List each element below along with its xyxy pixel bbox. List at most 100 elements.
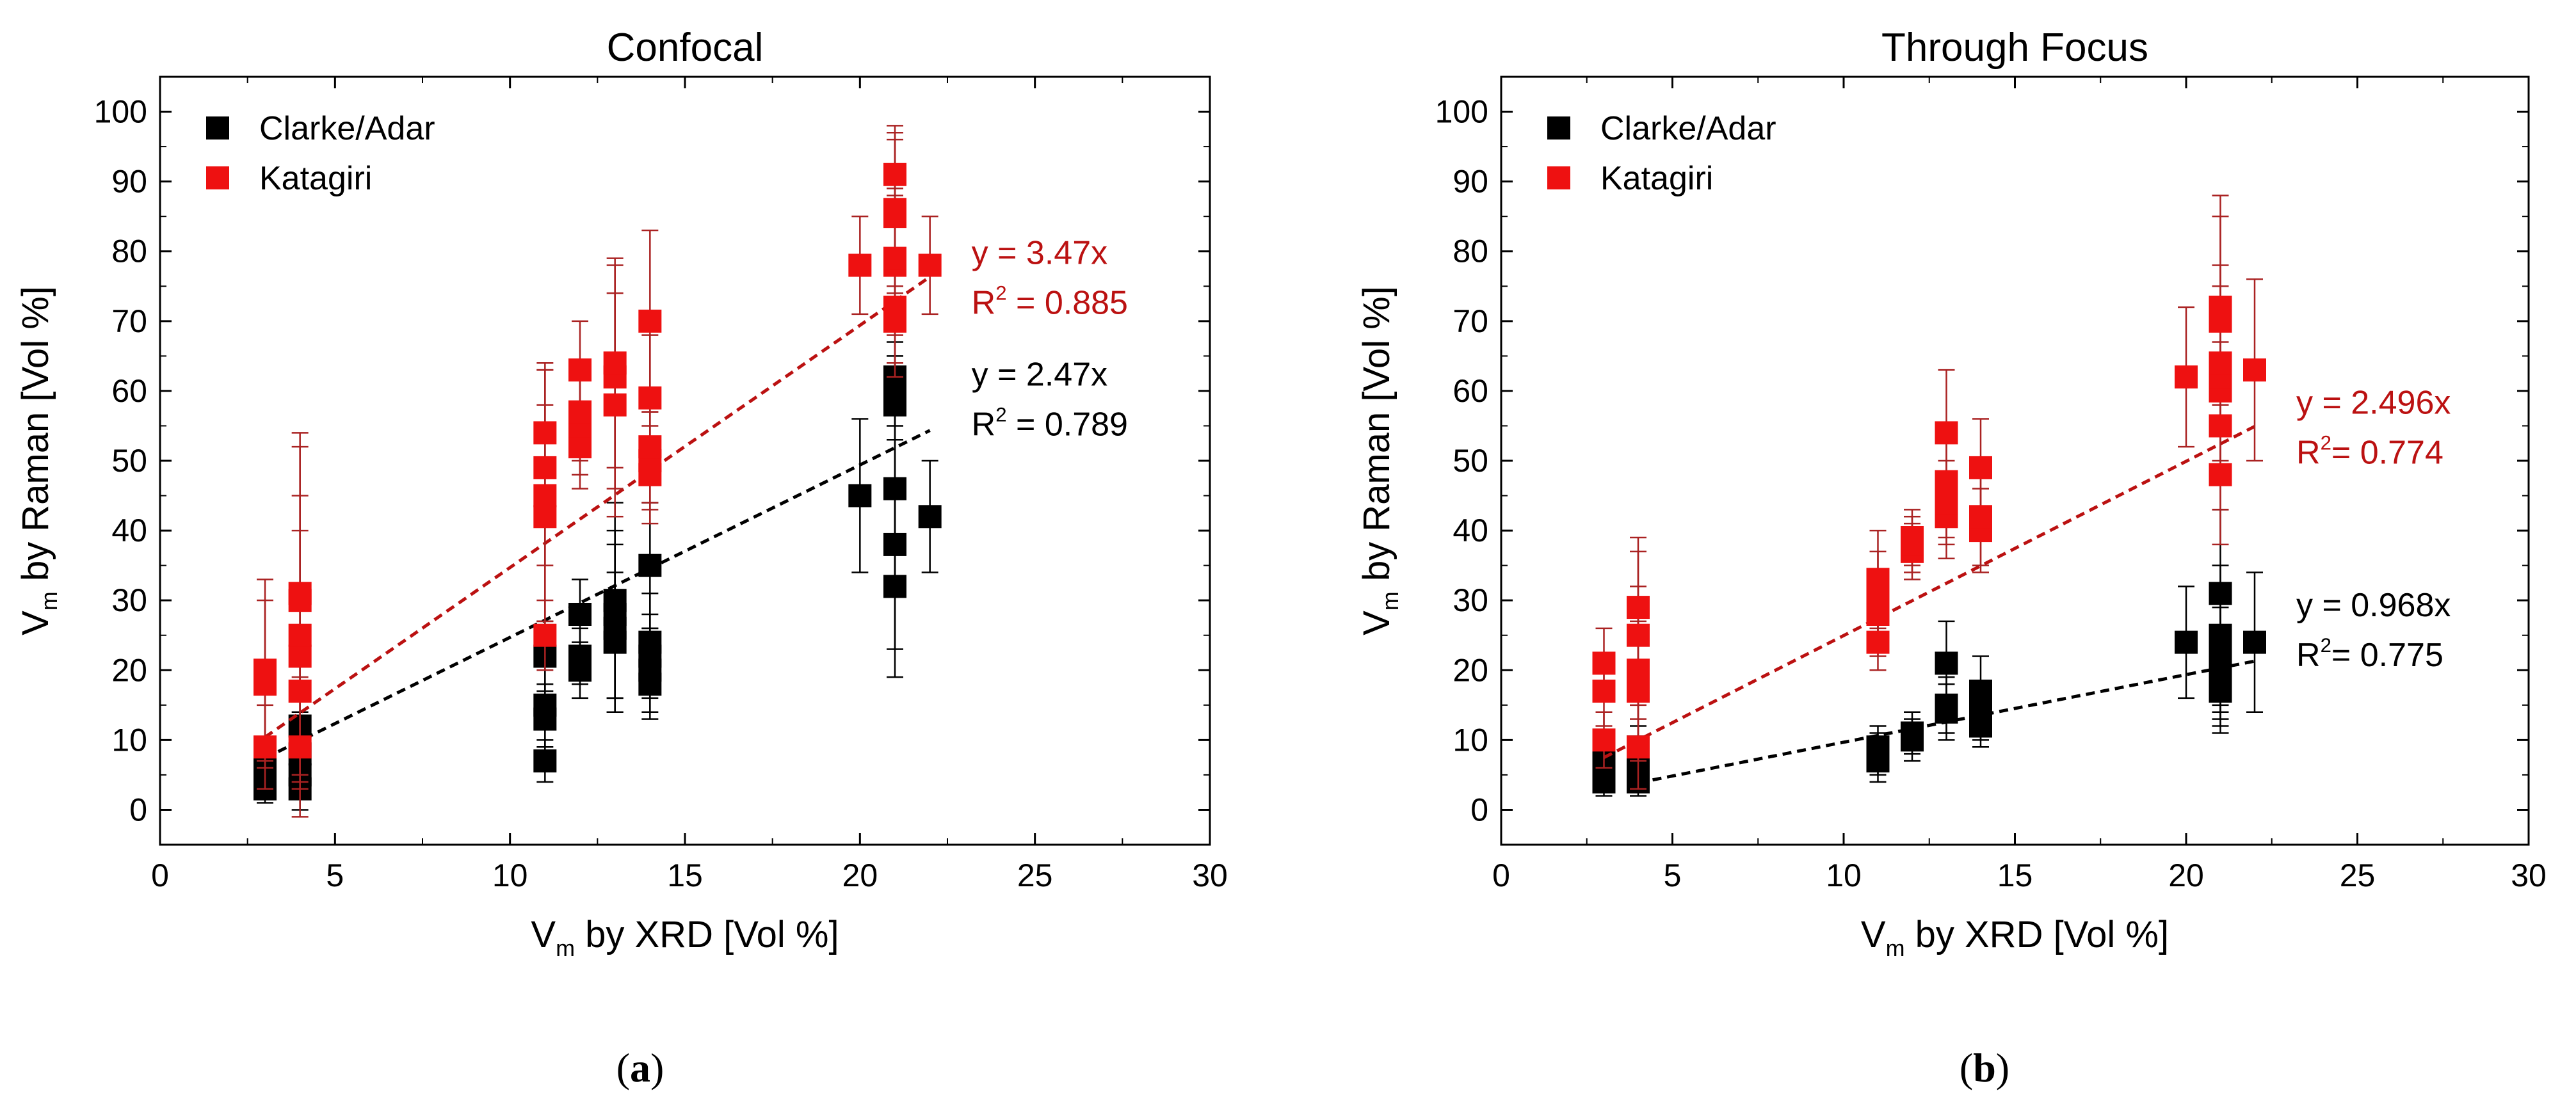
x-tick-label: 0 bbox=[1492, 858, 1510, 893]
y-tick-label: 70 bbox=[111, 303, 147, 339]
data-point bbox=[533, 421, 557, 445]
chart-panel-a: Confocal 0 5 10 15 20 25 30 0 10 20 30 40 50 60 70 80 90 1… bbox=[15, 26, 1228, 961]
x-tick-label: 5 bbox=[326, 858, 344, 893]
data-point bbox=[2175, 365, 2198, 389]
data-point bbox=[638, 630, 662, 654]
r2-letter: R bbox=[2296, 434, 2321, 471]
data-point bbox=[1627, 658, 1650, 682]
r2-value: = 0.885 bbox=[1007, 285, 1128, 322]
x-axis-label-main: V bbox=[1861, 914, 1886, 955]
data-point bbox=[1592, 728, 1616, 752]
data-point bbox=[1592, 680, 1616, 703]
data-point bbox=[1866, 568, 1890, 591]
data-point bbox=[883, 246, 906, 270]
x-tick-label: 20 bbox=[842, 858, 878, 893]
y-axis-label-sub: m bbox=[36, 591, 62, 610]
data-point bbox=[2209, 414, 2232, 438]
data-point bbox=[1969, 700, 1992, 724]
data-point bbox=[1592, 651, 1616, 675]
data-point bbox=[1935, 491, 1958, 515]
caption-close: ) bbox=[1996, 1045, 2009, 1090]
data-point bbox=[1935, 470, 1958, 493]
data-point bbox=[1866, 735, 1890, 759]
caption-close: ) bbox=[650, 1045, 664, 1090]
y-axis-label-rest: by Raman [Vol %] bbox=[1356, 286, 1397, 591]
series-clarke bbox=[254, 341, 942, 811]
y-tick-label: 40 bbox=[111, 513, 147, 548]
legend-marker-katagiri bbox=[1547, 166, 1570, 189]
y-tick-label: 70 bbox=[1453, 303, 1488, 339]
data-point bbox=[1627, 735, 1650, 759]
y-tick-label: 60 bbox=[111, 373, 147, 409]
series-katagiri bbox=[254, 125, 942, 818]
data-point bbox=[568, 603, 592, 626]
x-axis-label-rest: by XRD [Vol %] bbox=[575, 914, 839, 955]
r2-exponent: 2 bbox=[2321, 431, 2331, 454]
series-katagiri bbox=[1592, 195, 2266, 790]
data-point bbox=[568, 358, 592, 382]
data-point bbox=[1935, 693, 1958, 717]
data-point bbox=[1969, 505, 1992, 529]
data-point bbox=[533, 505, 557, 529]
data-point bbox=[638, 309, 662, 333]
data-point bbox=[288, 680, 312, 703]
data-point bbox=[1866, 630, 1890, 654]
r2-letter: R bbox=[2296, 637, 2321, 674]
x-axis-label-main: V bbox=[531, 914, 556, 955]
r2-letter: R bbox=[972, 406, 996, 443]
data-point bbox=[533, 623, 557, 647]
x-axis-label: Vm by XRD [Vol %] bbox=[1861, 914, 2169, 961]
r2-exponent: 2 bbox=[2321, 634, 2331, 657]
data-point bbox=[918, 253, 942, 277]
y-tick-label: 0 bbox=[129, 792, 147, 827]
data-point bbox=[2243, 630, 2266, 654]
y-tick-label: 30 bbox=[1453, 582, 1488, 618]
y-axis-label-sub: m bbox=[1377, 591, 1403, 610]
y-tick-label: 10 bbox=[1453, 722, 1488, 758]
data-point bbox=[288, 623, 312, 647]
data-point bbox=[1901, 721, 1924, 745]
r2-value: = 0.789 bbox=[1007, 406, 1128, 443]
r2-letter: R bbox=[972, 285, 996, 322]
data-point bbox=[288, 735, 312, 759]
data-point bbox=[638, 435, 662, 459]
fit-r-squared: R2 = 0.885 bbox=[972, 282, 1128, 322]
chart-panel-b: Through Focus 0 5 10 15 20 25 30 0 10 20 30 40 50 60 70… bbox=[1356, 26, 2547, 961]
y-tick-label: 20 bbox=[111, 652, 147, 688]
data-point bbox=[533, 484, 557, 507]
chart-title: Confocal bbox=[607, 26, 764, 70]
panel-caption-a: (a) bbox=[616, 1045, 664, 1090]
x-tick-label: 0 bbox=[151, 858, 169, 893]
fit-r-squared: R2= 0.774 bbox=[2296, 431, 2443, 471]
data-point bbox=[254, 658, 277, 682]
data-point bbox=[848, 253, 872, 277]
legend-label-clarke: Clarke/Adar bbox=[259, 110, 435, 147]
caption-letter: a bbox=[630, 1045, 650, 1090]
r2-value: = 0.775 bbox=[2331, 637, 2443, 674]
data-point bbox=[918, 505, 942, 529]
y-tick-label: 40 bbox=[1453, 513, 1488, 548]
chart-title: Through Focus bbox=[1881, 26, 2148, 70]
data-point bbox=[883, 532, 906, 556]
data-point bbox=[533, 456, 557, 479]
data-point bbox=[2175, 630, 2198, 654]
data-point bbox=[883, 163, 906, 186]
fit-equation: y = 0.968x bbox=[2296, 587, 2451, 624]
y-tick-label: 0 bbox=[1470, 792, 1488, 827]
r2-exponent: 2 bbox=[995, 282, 1006, 305]
data-point bbox=[1935, 651, 1958, 675]
data-point bbox=[254, 735, 277, 759]
legend-label-katagiri: Katagiri bbox=[1600, 160, 1713, 197]
y-axis-label-main: V bbox=[1356, 610, 1397, 635]
data-point bbox=[2209, 296, 2232, 319]
data-point bbox=[533, 693, 557, 717]
y-tick-label: 80 bbox=[111, 234, 147, 269]
r2-exponent: 2 bbox=[995, 404, 1006, 426]
data-point bbox=[603, 589, 627, 612]
x-tick-label: 30 bbox=[2511, 858, 2547, 893]
fit-equation: y = 2.496x bbox=[2296, 384, 2451, 421]
legend-label-katagiri: Katagiri bbox=[259, 160, 372, 197]
fit-r-squared: R2 = 0.789 bbox=[972, 404, 1128, 443]
data-point bbox=[883, 198, 906, 221]
x-axis-label-rest: by XRD [Vol %] bbox=[1905, 914, 2169, 955]
